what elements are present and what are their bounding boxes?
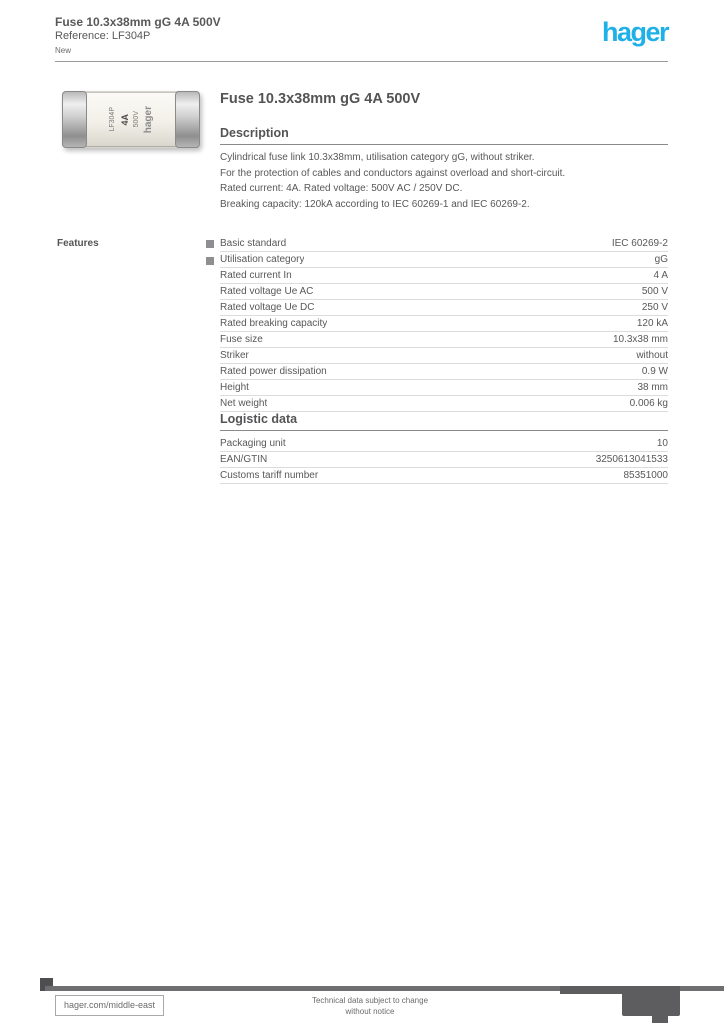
table-row: Rated current In 4 A [220, 268, 668, 284]
header-divider [55, 61, 668, 62]
description-line: For the protection of cables and conduct… [220, 167, 566, 179]
spec-value: 10.3x38 mm [612, 333, 668, 345]
spec-key: Rated voltage Ue DC [220, 301, 315, 313]
fuse-marking-voltage: 500V [133, 111, 140, 128]
logistics-section: Logistic data Packaging unit 10 EAN/GTIN 3… [220, 412, 668, 484]
footer-disclaimer: Technical data subject to change without… [300, 995, 440, 1017]
logistics-heading: Logistic data [220, 412, 668, 431]
table-row: Striker without [220, 348, 668, 364]
fuse-cap-right [175, 91, 200, 148]
spec-value: 85351000 [623, 469, 669, 481]
spec-value: gG [654, 253, 668, 265]
table-row: Basic standard IEC 60269-2 [220, 236, 668, 252]
spec-key: Rated voltage Ue AC [220, 285, 314, 297]
footer-disclaimer-line2: without notice [345, 1007, 395, 1016]
spec-key: Net weight [220, 397, 268, 409]
footer-divider [45, 986, 724, 991]
spec-value: 38 mm [637, 381, 668, 393]
spec-key: Basic standard [220, 237, 287, 249]
page-title: Fuse 10.3x38mm gG 4A 500V [220, 91, 421, 107]
description-section: Description Cylindrical fuse link 10.3x3… [220, 126, 668, 212]
spec-value: 0.9 W [641, 365, 668, 377]
header-status: New [55, 46, 72, 55]
spec-value: 500 V [641, 285, 668, 297]
description-line: Rated current: 4A. Rated voltage: 500V A… [220, 183, 463, 194]
footer-website-link[interactable]: hager.com/middle-east [55, 995, 165, 1016]
table-row: Net weight 0.006 kg [220, 396, 668, 412]
spec-key: Height [220, 381, 249, 393]
fuse-cap-left [62, 91, 87, 148]
sidebar-bullet-icons [206, 240, 214, 274]
spec-value: 10 [656, 437, 668, 449]
spec-key: Utilisation category [220, 253, 305, 265]
fuse-marking-current: 4A [120, 113, 130, 126]
description-line: Breaking capacity: 120kA according to IE… [220, 198, 530, 210]
spec-key: Packaging unit [220, 437, 286, 449]
spec-key: Striker [220, 349, 249, 361]
spec-key: Rated breaking capacity [220, 317, 328, 329]
table-row: Packaging unit 10 [220, 436, 668, 452]
spec-key: Rated current In [220, 269, 292, 281]
spec-value: 120 kA [636, 317, 668, 329]
footer-disclaimer-line1: Technical data subject to change [311, 996, 429, 1005]
spec-key: EAN/GTIN [220, 453, 268, 465]
spec-value: 0.006 kg [629, 397, 668, 409]
description-line: Cylindrical fuse link 10.3x38mm, utilisa… [220, 152, 535, 163]
fuse-marking-brand: hager [143, 105, 154, 134]
table-row: EAN/GTIN 3250613041533 [220, 452, 668, 468]
spec-value: IEC 60269-2 [611, 237, 668, 249]
features-table: Basic standard IEC 60269-2 Utilisation ca… [220, 236, 668, 412]
table-row: Height 38 mm [220, 380, 668, 396]
fuse-body: LF304P 4A 500V hager [85, 92, 177, 147]
header-reference: Reference: LF304P [55, 30, 151, 42]
spec-key: Fuse size [220, 333, 263, 345]
spec-key: Customs tariff number [220, 469, 319, 481]
table-row: Utilisation category gG [220, 252, 668, 268]
table-row: Customs tariff number 85351000 [220, 468, 668, 484]
footer-stamp-graphic [560, 986, 680, 1023]
spec-value: 250 V [641, 301, 668, 313]
header-product-title: Fuse 10.3x38mm gG 4A 500V [55, 15, 221, 29]
product-photo: LF304P 4A 500V hager [62, 91, 200, 148]
spec-value: without [636, 349, 668, 361]
table-row: Rated power dissipation 0.9 W [220, 364, 668, 380]
header: Fuse 10.3x38mm gG 4A 500V Reference: LF3… [55, 15, 670, 56]
spec-value: 3250613041533 [595, 453, 668, 465]
fuse-marking-ref: LF304P [109, 107, 116, 132]
description-heading: Description [220, 126, 668, 145]
features-sidebar-label: Features [57, 238, 99, 249]
table-row: Rated breaking capacity 120 kA [220, 316, 668, 332]
hager-logo: hager [601, 17, 670, 47]
spec-key: Rated power dissipation [220, 365, 327, 377]
table-row: Rated voltage Ue DC 250 V [220, 300, 668, 316]
table-row: Fuse size 10.3x38 mm [220, 332, 668, 348]
table-row: Rated voltage Ue AC 500 V [220, 284, 668, 300]
spec-value: 4 A [653, 269, 668, 281]
